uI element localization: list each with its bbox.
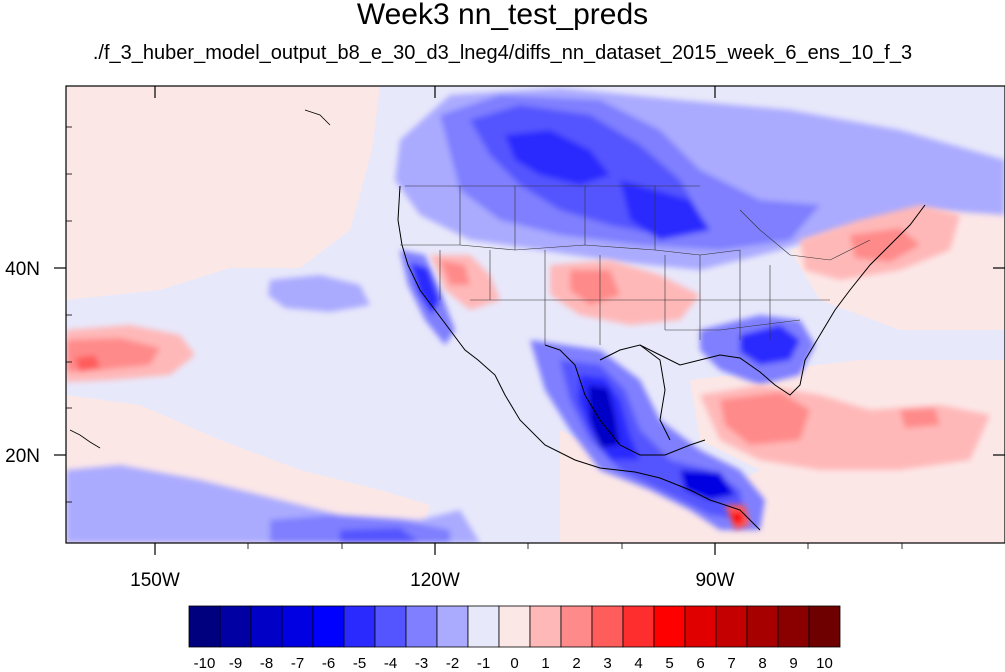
map-subtitle: ./f_3_huber_model_output_b8_e_30_d3_lneg… [92, 42, 913, 64]
pacific-minus2 [268, 275, 370, 312]
centralamerica-plus5 [730, 512, 743, 524]
colorbar-label: -5 [353, 655, 366, 672]
atlantic-east-plus2 [900, 408, 940, 428]
colorbar-swatch [281, 605, 314, 648]
colorbar-label: 0 [510, 655, 518, 672]
colorbar-label: 3 [603, 655, 611, 672]
lat-tick-label-40n: 40N [5, 259, 40, 280]
colorbar-label: -9 [229, 655, 242, 672]
colorbar-swatch [684, 605, 717, 648]
colorbar-swatch [715, 605, 748, 648]
lat-tick-label-20n: 20N [5, 446, 40, 467]
centralamerica-minus6 [680, 470, 735, 500]
pacific-pink-region [66, 86, 380, 300]
colorbar-swatch [312, 605, 345, 648]
hawaii-islands [69, 429, 101, 449]
major-ticks [54, 86, 1005, 555]
colorbar-swatch [498, 605, 531, 648]
colorbar-label: 2 [572, 655, 580, 672]
colorbar-label: 9 [789, 655, 797, 672]
colorbar-swatch [219, 605, 252, 648]
colorbar-swatch [188, 605, 221, 648]
colorbar-label: 10 [816, 655, 833, 672]
colorbar-swatch [777, 605, 810, 648]
map-title: Week3 nn_test_preds [356, 0, 649, 31]
pacific-plus3 [75, 355, 100, 372]
colorbar-swatch [653, 605, 686, 648]
south-pink-region [560, 430, 1005, 543]
colorbar-label: -3 [415, 655, 428, 672]
tropical-pacific-minus4 [340, 528, 420, 543]
state-boundaries [400, 185, 871, 345]
minor-ticks [66, 126, 903, 549]
colorbar-swatch [374, 605, 407, 648]
plains-plus2 [570, 270, 620, 305]
colorbar-label: 7 [727, 655, 735, 672]
lon-tick-label-150w: 150W [130, 570, 180, 591]
colorbar-label: -8 [260, 655, 273, 672]
gulf-atlantic-coast [599, 204, 926, 396]
colorbar-swatch [250, 605, 283, 648]
colorbar-label: -4 [384, 655, 397, 672]
atlantic-plus2 [720, 392, 810, 445]
colorbar-label: 1 [541, 655, 549, 672]
california-minus5 [410, 262, 440, 315]
colorbar-swatch [343, 605, 376, 648]
colorbar-label: -7 [291, 655, 304, 672]
colorbar-label: 5 [665, 655, 673, 672]
plains-minus5 [620, 180, 710, 240]
plot-frame [65, 85, 1005, 544]
colorbar-swatch [808, 605, 841, 648]
texas-mexico-coast [639, 344, 671, 441]
colorbar-label: -10 [194, 655, 216, 672]
southeast-minus5 [740, 325, 800, 365]
alaska-coast [304, 109, 331, 126]
northeast-plus2 [850, 228, 920, 262]
colorbar-swatch [591, 605, 624, 648]
contour-field [66, 86, 1005, 543]
lon-tick-label-90w: 90W [695, 570, 734, 591]
pacific-coast [397, 185, 761, 531]
lon-tick-label-120w: 120W [410, 570, 460, 591]
colorbar-label: 8 [758, 655, 766, 672]
canada-minus5 [505, 130, 610, 185]
colorbar-swatch [467, 605, 500, 648]
nevada-plus2 [440, 260, 470, 285]
colorbar-swatch [405, 605, 438, 648]
colorbar-label: -2 [446, 655, 459, 672]
colorbar-label: -1 [477, 655, 490, 672]
mexico-minus7 [588, 385, 620, 448]
colorbar-swatch [746, 605, 779, 648]
colorbar-label: -6 [322, 655, 335, 672]
colorbar-swatch [560, 605, 593, 648]
colorbar-swatch [529, 605, 562, 648]
colorbar-swatch [622, 605, 655, 648]
colorbar-swatch [436, 605, 469, 648]
coastlines [397, 185, 926, 531]
colorbar-label: 6 [696, 655, 704, 672]
colorbar-label: 4 [634, 655, 642, 672]
colorbar: -10 -9 -8 -7 -6 -5 -4 -3 -2 -1 0 1 2 3 4 5 6 7 8 9 10 [188, 605, 841, 672]
gulf-of-california-mexico-coast [544, 344, 706, 456]
